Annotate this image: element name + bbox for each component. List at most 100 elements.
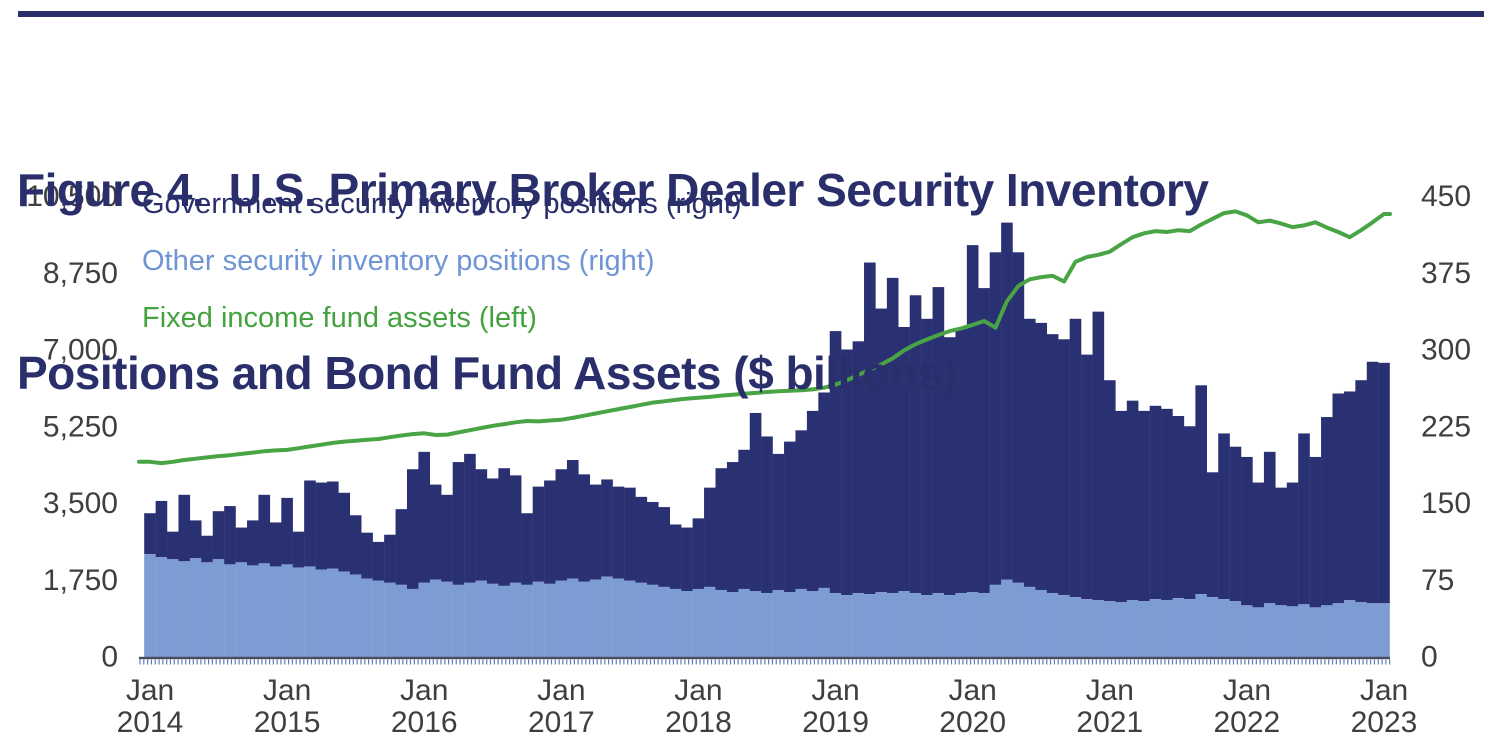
bar-government: [795, 430, 808, 589]
bar-other: [784, 592, 796, 658]
x-axis-tick-year: 2023: [1351, 706, 1418, 739]
bar-other: [978, 593, 990, 658]
bar-other: [327, 568, 339, 658]
bar-government: [1241, 456, 1253, 606]
bar-government: [441, 494, 453, 582]
right-axis-tick-label: 225: [1421, 410, 1471, 443]
bar-government: [1366, 361, 1379, 604]
bar-other: [464, 582, 476, 658]
x-axis-tick-year: 2017: [528, 706, 595, 739]
bar-other: [155, 557, 168, 658]
bar-government: [1092, 311, 1105, 601]
bar-government: [1252, 482, 1265, 608]
bar-other: [486, 583, 499, 658]
left-axis-tick-label: 10,500: [26, 180, 118, 213]
x-axis-tick-year: 2014: [117, 706, 184, 739]
bar-government: [464, 453, 476, 583]
bar-other: [441, 581, 453, 658]
bar-other: [247, 565, 259, 658]
x-axis-tick-month: Jan: [1360, 674, 1408, 707]
bar-other: [201, 562, 213, 658]
bar-other: [1195, 594, 1207, 658]
bar-government: [1115, 410, 1128, 603]
x-axis-tick-year: 2016: [391, 706, 458, 739]
bar-other: [566, 578, 579, 658]
bar-other: [281, 564, 293, 658]
bar-government: [509, 475, 522, 583]
bar-government: [1263, 451, 1276, 604]
x-axis-tick-month: Jan: [811, 674, 859, 707]
bar-other: [749, 591, 762, 658]
bar-other: [658, 586, 670, 658]
bar-government: [875, 308, 888, 593]
bar-government: [898, 326, 910, 592]
bar-other: [1263, 603, 1276, 658]
bar-government: [258, 494, 271, 564]
bar-government: [395, 509, 408, 585]
bar-government: [532, 486, 545, 582]
bar-government: [555, 469, 568, 581]
bar-government: [1355, 380, 1367, 603]
bar-other: [704, 586, 716, 658]
bar-government: [1206, 472, 1219, 598]
bar-other: [578, 581, 590, 658]
left-axis-tick-label: 7,000: [43, 334, 118, 367]
bar-other: [966, 592, 979, 658]
bar-other: [292, 567, 305, 658]
bar-other: [635, 582, 648, 658]
bar-other: [1366, 603, 1379, 658]
bar-other: [738, 588, 750, 658]
bar-government: [269, 522, 282, 567]
bar-government: [349, 515, 362, 575]
bar-government: [886, 277, 899, 594]
bar-other: [841, 595, 853, 658]
bar-government: [1126, 400, 1139, 601]
bar-government: [212, 511, 225, 560]
bar-other: [1069, 597, 1082, 658]
x-axis-tick-month: Jan: [948, 674, 996, 707]
bar-government: [247, 520, 259, 566]
bar-government: [932, 287, 945, 594]
bar-other: [886, 593, 899, 658]
bar-government: [544, 480, 556, 584]
bar-other: [1092, 600, 1105, 658]
bar-other: [498, 585, 511, 658]
bar-government: [201, 535, 213, 563]
bar-government: [235, 527, 248, 563]
bar-other: [452, 584, 465, 658]
bar-government: [681, 527, 693, 592]
bar-other: [212, 559, 225, 658]
figure-title-line1: Figure 4. U.S. Primary Broker Dealer Sec…: [17, 164, 1209, 216]
bar-other: [646, 584, 659, 658]
bar-other: [944, 595, 956, 658]
right-axis-tick-label: 150: [1421, 487, 1471, 520]
bar-other: [795, 588, 808, 658]
bar-government: [726, 462, 739, 593]
bar-government: [327, 481, 339, 569]
bar-other: [1298, 604, 1310, 658]
bar-other: [1343, 600, 1356, 658]
bar-government: [429, 484, 442, 580]
bar-other: [304, 566, 316, 658]
legend: Government security inventory positions …: [142, 176, 742, 347]
x-axis-tick-year: 2020: [939, 706, 1006, 739]
x-axis-tick-year: 2021: [1076, 706, 1143, 739]
bar-other: [1275, 605, 1287, 658]
bar-other: [761, 593, 773, 658]
bar-government: [315, 482, 328, 570]
bar-government: [384, 534, 396, 583]
bar-government: [1298, 433, 1310, 605]
bar-other: [921, 595, 933, 658]
bar-other: [1172, 598, 1185, 658]
bar-other: [224, 564, 236, 658]
x-axis-line: [139, 656, 1390, 660]
bar-government: [806, 410, 819, 592]
bar-government: [1343, 391, 1356, 601]
bar-government: [1195, 385, 1207, 595]
bar-other: [1286, 606, 1299, 658]
bar-other: [372, 580, 385, 658]
bar-government: [909, 295, 922, 594]
bar-government: [841, 349, 853, 596]
bar-government: [864, 262, 876, 595]
